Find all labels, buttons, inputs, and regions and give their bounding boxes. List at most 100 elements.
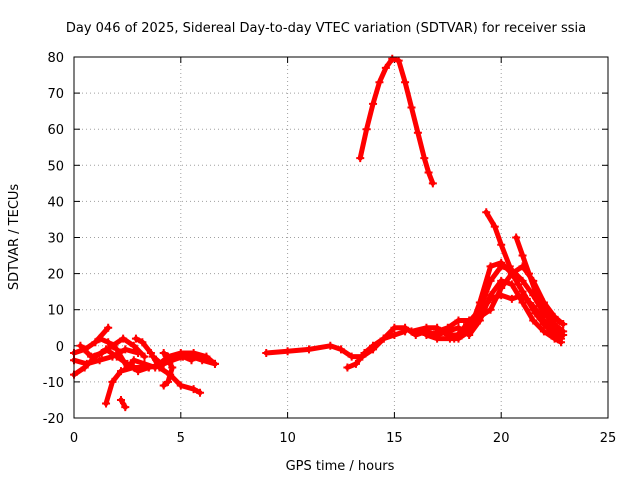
- data-point-s19: [381, 63, 390, 72]
- data-point-s11: [518, 298, 527, 307]
- series-line-s1: [71, 325, 111, 356]
- y-tick-label: 10: [47, 304, 64, 319]
- data-point-s3: [82, 359, 91, 368]
- data-point-s14: [486, 262, 495, 271]
- data-point-s11: [337, 345, 345, 354]
- data-point-s15: [443, 323, 452, 332]
- data-point-s16: [518, 276, 527, 285]
- data-point-s8: [189, 385, 198, 394]
- data-point-s13: [407, 327, 416, 336]
- data-point-s12: [360, 349, 369, 358]
- data-point-s6: [112, 345, 121, 354]
- data-point-s11: [539, 327, 548, 336]
- data-point-s9: [159, 381, 168, 390]
- plot-frame: [73, 56, 609, 419]
- data-point-s18: [539, 302, 548, 311]
- data-point-s17: [505, 262, 514, 271]
- x-tick-label: 5: [177, 431, 185, 446]
- x-tick-label: 0: [70, 431, 78, 446]
- data-point-s11: [304, 345, 313, 354]
- data-point-s6: [104, 338, 113, 347]
- data-point-s4: [129, 341, 138, 350]
- data-point-s11: [283, 347, 292, 356]
- data-point-s6: [210, 359, 219, 368]
- y-tick-label: 40: [47, 195, 64, 210]
- data-point-s7: [121, 403, 130, 412]
- data-point-s15: [475, 312, 484, 321]
- chart-title: Day 046 of 2025, Sidereal Day-to-day VTE…: [66, 21, 586, 36]
- data-point-s15: [486, 305, 495, 314]
- data-point-s10: [187, 356, 196, 365]
- data-point-s19: [413, 128, 422, 137]
- data-point-s18: [531, 287, 540, 296]
- data-point-s19: [407, 103, 416, 112]
- data-point-s17: [531, 309, 540, 318]
- data-point-s17: [490, 222, 499, 231]
- data-point-s18: [518, 251, 527, 260]
- x-axis-label: GPS time / hours: [286, 459, 395, 474]
- data-point-s10: [149, 352, 158, 361]
- data-point-s19: [388, 54, 397, 63]
- data-point-s18: [512, 233, 521, 242]
- data-point-s6: [189, 349, 198, 358]
- data-point-s12: [379, 334, 388, 343]
- data-point-s3: [95, 356, 104, 365]
- series-line-s19: [357, 56, 436, 186]
- data-point-s16: [486, 276, 495, 285]
- data-point-s5: [102, 399, 111, 408]
- series-line-s17: [483, 209, 566, 338]
- data-point-s15: [433, 327, 442, 336]
- data-point-s19: [401, 78, 410, 87]
- data-point-s19: [375, 78, 384, 87]
- tick-layer: 0 5 10 15 20 25 -20 -10 0 10 20 30 40 50 60 70 80: [43, 51, 617, 446]
- data-point-s6: [202, 352, 211, 361]
- data-point-s12: [351, 359, 360, 368]
- data-point-s4: [97, 349, 106, 358]
- data-point-s4: [76, 341, 85, 350]
- x-tick-label: 20: [493, 431, 510, 446]
- data-point-s10: [157, 359, 166, 368]
- data-point-s9: [168, 363, 177, 372]
- data-point-s12: [390, 330, 399, 339]
- data-point-s16: [550, 320, 559, 329]
- data-point-s6: [123, 363, 132, 372]
- data-point-s7: [116, 395, 125, 404]
- data-point-s19: [356, 154, 365, 163]
- x-tick-label: 15: [386, 431, 403, 446]
- data-point-s5: [116, 367, 125, 376]
- data-point-s18: [524, 269, 533, 278]
- data-point-s17: [559, 330, 568, 339]
- data-point-s14: [422, 330, 431, 339]
- data-point-s15: [454, 316, 463, 325]
- data-point-s19: [369, 99, 378, 108]
- y-axis-label: SDTVAR / TECUs: [7, 184, 22, 291]
- y-tick-label: 0: [56, 340, 64, 355]
- data-point-s19: [362, 125, 371, 134]
- data-point-s6: [140, 359, 149, 368]
- data-point-s18: [559, 320, 568, 329]
- data-point-s1: [104, 323, 113, 332]
- data-point-s8: [138, 338, 147, 347]
- data-point-s14: [465, 327, 474, 336]
- data-point-s3: [121, 345, 130, 354]
- data-point-s19: [424, 168, 433, 177]
- data-point-s17: [550, 327, 559, 336]
- y-tick-label: 30: [47, 232, 64, 247]
- data-point-s19: [420, 154, 429, 163]
- data-point-s1: [91, 338, 100, 347]
- data-point-s17: [482, 208, 491, 217]
- series-layer: [70, 54, 568, 412]
- y-tick-label: 50: [47, 159, 64, 174]
- x-tick-label: 10: [279, 431, 296, 446]
- data-point-s4: [87, 352, 96, 361]
- data-point-s17: [514, 280, 523, 289]
- x-tick-label: 25: [600, 431, 617, 446]
- data-point-s8: [196, 388, 205, 397]
- data-point-s10: [178, 352, 187, 361]
- data-point-s12: [369, 341, 378, 350]
- data-point-s19: [428, 179, 437, 188]
- data-point-s11: [262, 349, 271, 358]
- data-point-s4: [140, 352, 149, 361]
- data-point-s16: [475, 305, 484, 314]
